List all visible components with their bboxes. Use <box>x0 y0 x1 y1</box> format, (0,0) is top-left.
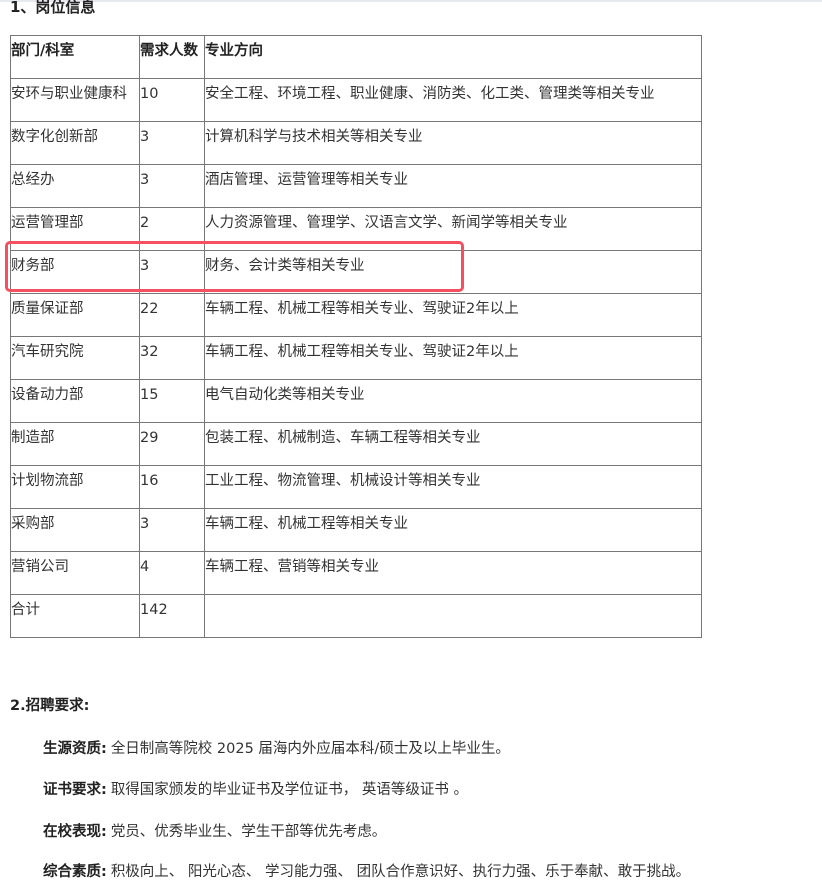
requirement-item: 在校表现: 党员、优秀毕业生、学生干部等优先考虑。 <box>43 820 386 841</box>
major-cell: 车辆工程、机械工程等相关专业、驾驶证2年以上 <box>204 293 702 337</box>
headcount-cell: 29 <box>139 422 205 466</box>
headcount-cell: 15 <box>139 379 205 423</box>
table-row: 总经办 3 酒店管理、运营管理等相关专业 <box>10 164 702 208</box>
header-headcount: 需求人数 <box>139 35 205 79</box>
requirement-text: 全日制高等院校 2025 届海内外应届本科/硕士及以上毕业生。 <box>110 741 510 757</box>
headcount-cell: 16 <box>139 465 205 509</box>
major-cell <box>204 594 702 638</box>
table-row: 设备动力部 15 电气自动化类等相关专业 <box>10 379 702 423</box>
major-cell: 安全工程、环境工程、职业健康、消防类、化工类、管理类等相关专业 <box>204 78 702 122</box>
requirement-label: 综合素质: <box>43 864 107 880</box>
table-row: 数字化创新部 3 计算机科学与技术相关等相关专业 <box>10 121 702 165</box>
department-cell: 制造部 <box>10 422 140 466</box>
major-cell: 电气自动化类等相关专业 <box>204 379 702 423</box>
header-department: 部门/科室 <box>10 35 140 79</box>
department-cell: 计划物流部 <box>10 465 140 509</box>
table-row: 质量保证部 22 车辆工程、机械工程等相关专业、驾驶证2年以上 <box>10 293 702 337</box>
table-row: 财务部 3 财务、会计类等相关专业 <box>10 250 702 294</box>
headcount-cell: 3 <box>139 164 205 208</box>
section-title-requirements: 2.招聘要求: <box>10 698 90 714</box>
top-divider <box>0 0 822 2</box>
table-row: 采购部 3 车辆工程、机械工程等相关专业 <box>10 508 702 552</box>
requirement-label: 生源资质: <box>43 741 107 757</box>
table-row: 制造部 29 包装工程、机械制造、车辆工程等相关专业 <box>10 422 702 466</box>
table-row: 汽车研究院 32 车辆工程、机械工程等相关专业、驾驶证2年以上 <box>10 336 702 380</box>
department-cell: 汽车研究院 <box>10 336 140 380</box>
department-cell: 总经办 <box>10 164 140 208</box>
headcount-cell: 22 <box>139 293 205 337</box>
major-cell: 车辆工程、机械工程等相关专业 <box>204 508 702 552</box>
headcount-cell: 4 <box>139 551 205 595</box>
headcount-cell: 32 <box>139 336 205 380</box>
table-row: 合计 142 <box>10 594 702 638</box>
requirement-item: 证书要求: 取得国家颁发的毕业证书及学位证书， 英语等级证书 。 <box>43 778 468 799</box>
department-cell: 设备动力部 <box>10 379 140 423</box>
headcount-cell: 10 <box>139 78 205 122</box>
headcount-cell: 3 <box>139 508 205 552</box>
major-cell: 酒店管理、运营管理等相关专业 <box>204 164 702 208</box>
headcount-cell: 3 <box>139 250 205 294</box>
position-table: 部门/科室 需求人数 专业方向 安环与职业健康科 10 安全工程、环境工程、职业健康… <box>10 35 702 638</box>
department-cell: 数字化创新部 <box>10 121 140 165</box>
table-row: 计划物流部 16 工业工程、物流管理、机械设计等相关专业 <box>10 465 702 509</box>
major-cell: 工业工程、物流管理、机械设计等相关专业 <box>204 465 702 509</box>
department-cell: 营销公司 <box>10 551 140 595</box>
requirement-text: 积极向上、 阳光心态、 学习能力强、 团队合作意识好、执行力强、乐于奉献、敢于挑… <box>110 864 691 880</box>
requirement-text: 取得国家颁发的毕业证书及学位证书， 英语等级证书 。 <box>110 782 469 798</box>
department-cell: 安环与职业健康科 <box>10 78 140 122</box>
table-row: 营销公司 4 车辆工程、营销等相关专业 <box>10 551 702 595</box>
table-header-row: 部门/科室 需求人数 专业方向 <box>10 35 702 79</box>
headcount-cell: 142 <box>139 594 205 638</box>
major-cell: 计算机科学与技术相关等相关专业 <box>204 121 702 165</box>
highlight-box <box>5 241 464 292</box>
major-cell: 财务、会计类等相关专业 <box>204 250 702 294</box>
department-cell: 质量保证部 <box>10 293 140 337</box>
major-cell: 车辆工程、机械工程等相关专业、驾驶证2年以上 <box>204 336 702 380</box>
requirement-text: 党员、优秀毕业生、学生干部等优先考虑。 <box>110 824 387 840</box>
major-cell: 包装工程、机械制造、车辆工程等相关专业 <box>204 422 702 466</box>
header-major: 专业方向 <box>204 35 702 79</box>
department-cell: 采购部 <box>10 508 140 552</box>
department-cell: 合计 <box>10 594 140 638</box>
requirement-label: 证书要求: <box>43 782 107 798</box>
table-row: 安环与职业健康科 10 安全工程、环境工程、职业健康、消防类、化工类、管理类等相关专… <box>10 78 702 122</box>
requirement-item: 生源资质: 全日制高等院校 2025 届海内外应届本科/硕士及以上毕业生。 <box>43 737 510 758</box>
major-cell: 车辆工程、营销等相关专业 <box>204 551 702 595</box>
requirement-label: 在校表现: <box>43 824 107 840</box>
headcount-cell: 3 <box>139 121 205 165</box>
section-title-position-info: 1、岗位信息 <box>10 0 96 16</box>
requirement-item: 综合素质: 积极向上、 阳光心态、 学习能力强、 团队合作意识好、执行力强、乐于奉… <box>43 860 690 881</box>
